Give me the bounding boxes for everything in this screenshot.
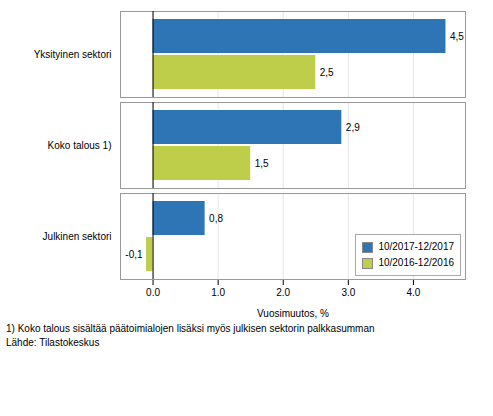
svg-text:3.0: 3.0 <box>341 287 355 298</box>
svg-text:4,5: 4,5 <box>450 31 464 42</box>
html-text:Lähde: Tilastokeskus: Lähde: Tilastokeskus <box>6 337 100 348</box>
svg-text:1.0: 1.0 <box>211 287 225 298</box>
svg-text:-0,1: -0,1 <box>125 249 143 260</box>
html-text:10/2017-12/2017: 10/2017-12/2017 <box>378 241 454 252</box>
svg-text:2.0: 2.0 <box>276 287 290 298</box>
html-text:10/2016-12/2016: 10/2016-12/2016 <box>378 257 454 268</box>
svg-text:0.0: 0.0 <box>146 287 160 298</box>
svg-text:Yksityinen sektori: Yksityinen sektori <box>34 49 112 60</box>
svg-text:Koko talous 1): Koko talous 1) <box>48 140 112 151</box>
svg-text:0,8: 0,8 <box>209 213 223 224</box>
svg-text:Vuosimuutos, %: Vuosimuutos, % <box>257 308 329 319</box>
svg-text:1,5: 1,5 <box>255 158 269 169</box>
svg-text:Julkinen sektori: Julkinen sektori <box>43 231 112 242</box>
svg-text:4.0: 4.0 <box>406 287 420 298</box>
html-text:1) Koko talous sisältää päätoi: 1) Koko talous sisältää päätoimialojen l… <box>6 323 375 334</box>
svg-text:2,5: 2,5 <box>320 67 334 78</box>
svg-text:2,9: 2,9 <box>346 122 360 133</box>
